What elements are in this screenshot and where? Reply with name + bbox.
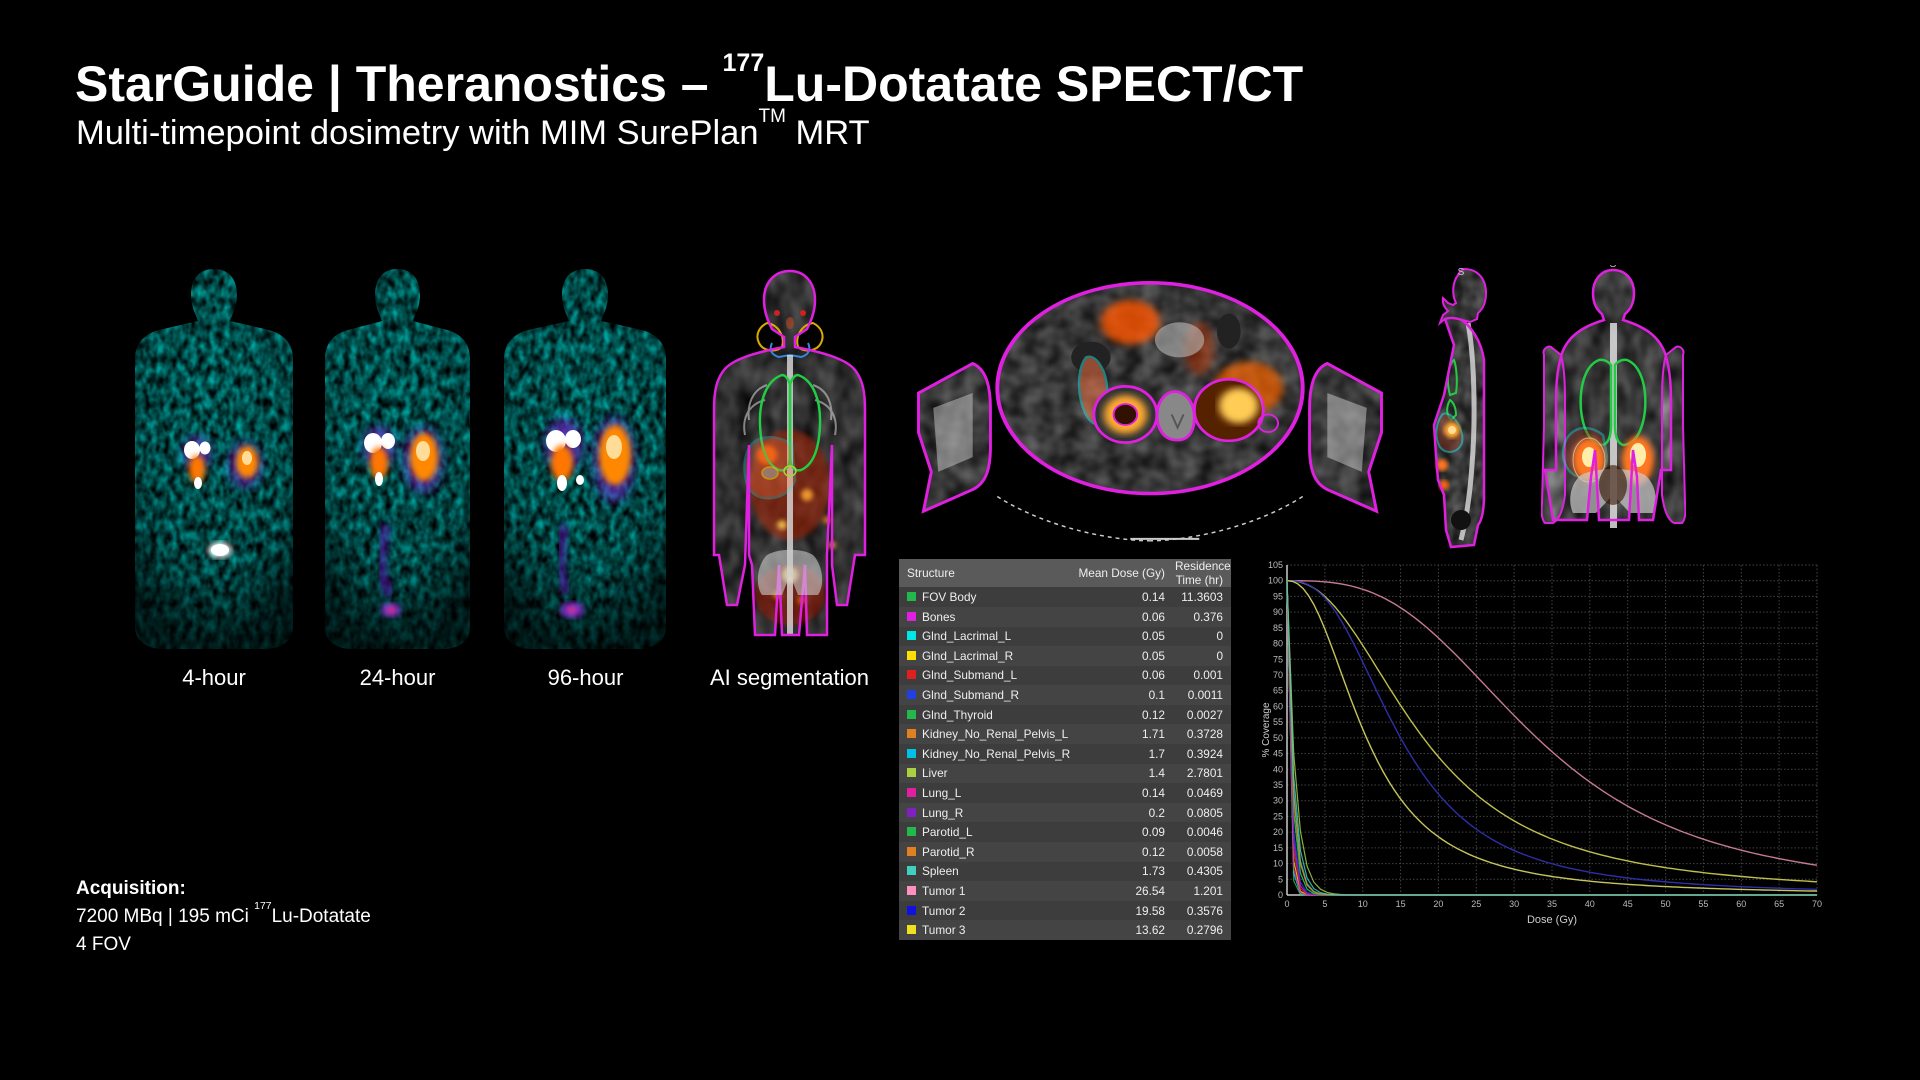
svg-text:40: 40 xyxy=(1273,764,1283,774)
svg-text:45: 45 xyxy=(1623,899,1633,909)
svg-text:30: 30 xyxy=(1273,796,1283,806)
svg-text:100: 100 xyxy=(1268,576,1283,586)
svg-text:S: S xyxy=(1610,265,1617,270)
svg-text:S: S xyxy=(1458,267,1465,278)
svg-text:Dose (Gy): Dose (Gy) xyxy=(1527,914,1577,926)
svg-text:% Coverage: % Coverage xyxy=(1261,702,1272,757)
svg-text:60: 60 xyxy=(1273,701,1283,711)
svg-text:70: 70 xyxy=(1812,899,1822,909)
svg-text:70: 70 xyxy=(1273,670,1283,680)
svg-text:10: 10 xyxy=(1273,859,1283,869)
svg-text:5: 5 xyxy=(1278,874,1283,884)
svg-text:75: 75 xyxy=(1273,654,1283,664)
svg-text:50: 50 xyxy=(1661,899,1671,909)
svg-text:95: 95 xyxy=(1273,591,1283,601)
svg-text:40: 40 xyxy=(1585,899,1595,909)
svg-text:0: 0 xyxy=(1284,899,1289,909)
svg-text:55: 55 xyxy=(1698,899,1708,909)
svg-text:20: 20 xyxy=(1273,827,1283,837)
svg-text:80: 80 xyxy=(1273,639,1283,649)
svg-text:0: 0 xyxy=(1278,890,1283,900)
svg-text:65: 65 xyxy=(1273,686,1283,696)
svg-text:15: 15 xyxy=(1273,843,1283,853)
svg-text:65: 65 xyxy=(1774,899,1784,909)
svg-text:55: 55 xyxy=(1273,717,1283,727)
svg-text:25: 25 xyxy=(1471,899,1481,909)
svg-text:50: 50 xyxy=(1273,733,1283,743)
svg-text:5: 5 xyxy=(1322,899,1327,909)
svg-text:20: 20 xyxy=(1433,899,1443,909)
svg-text:10: 10 xyxy=(1358,899,1368,909)
svg-text:25: 25 xyxy=(1273,811,1283,821)
svg-text:60: 60 xyxy=(1736,899,1746,909)
svg-text:45: 45 xyxy=(1273,749,1283,759)
svg-text:85: 85 xyxy=(1273,623,1283,633)
svg-text:105: 105 xyxy=(1268,560,1283,570)
svg-text:30: 30 xyxy=(1509,899,1519,909)
svg-text:35: 35 xyxy=(1547,899,1557,909)
svg-text:15: 15 xyxy=(1396,899,1406,909)
svg-text:35: 35 xyxy=(1273,780,1283,790)
svg-text:90: 90 xyxy=(1273,607,1283,617)
